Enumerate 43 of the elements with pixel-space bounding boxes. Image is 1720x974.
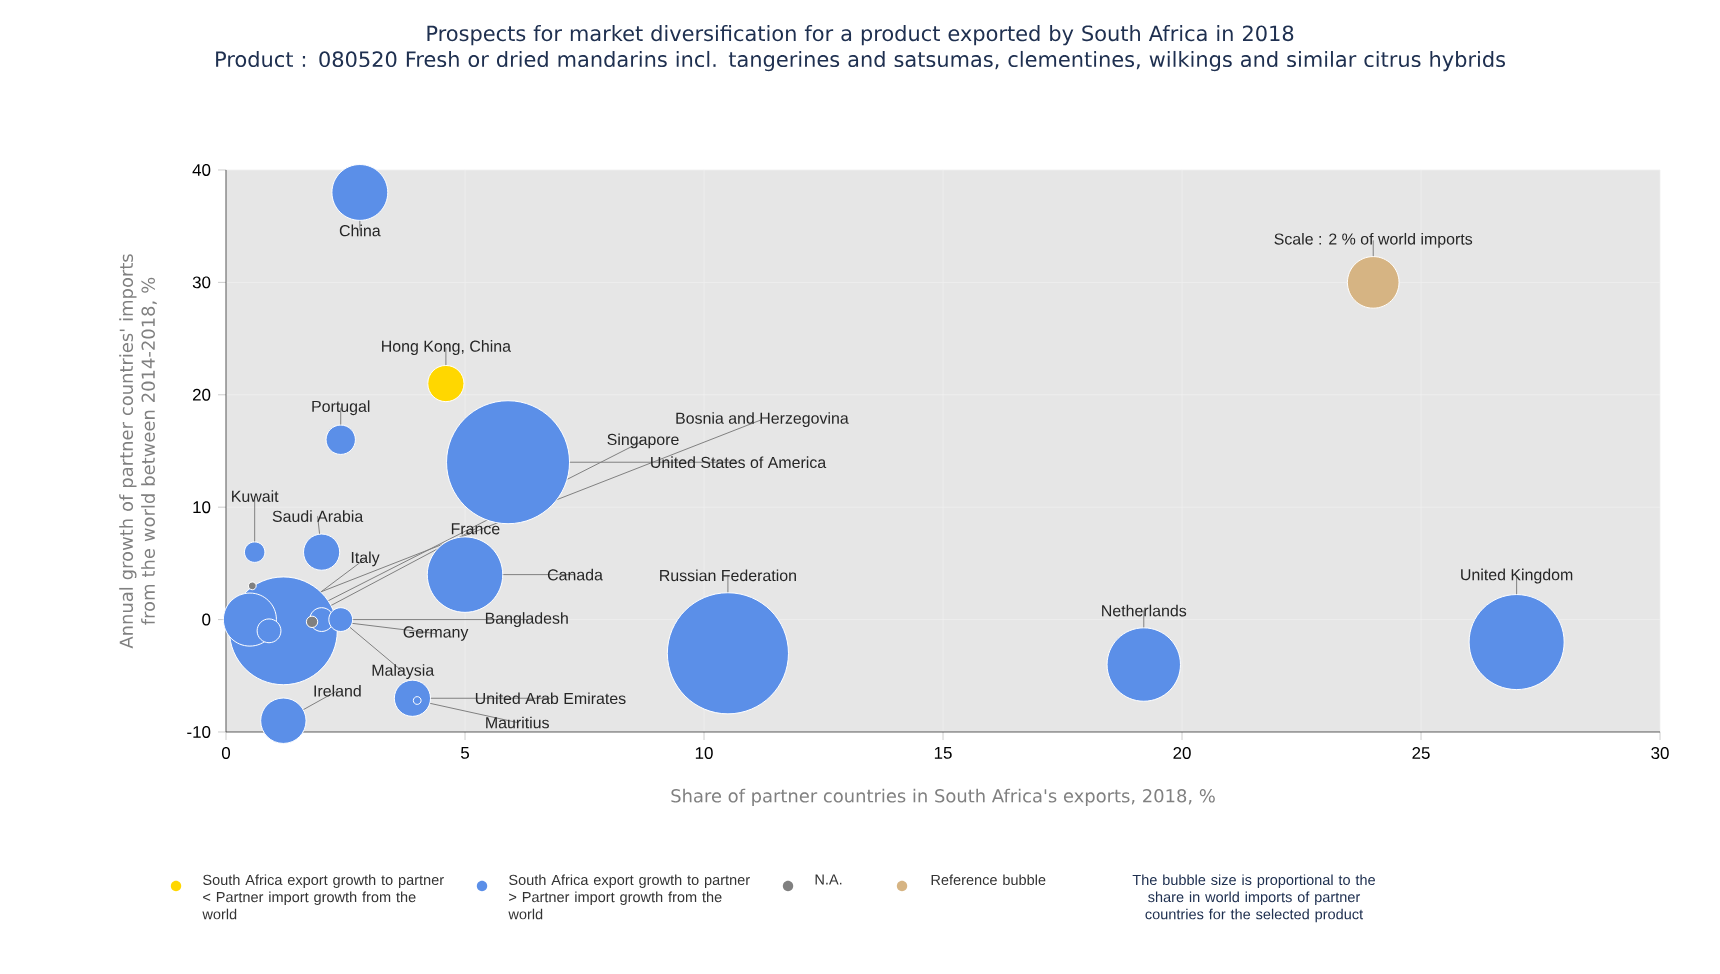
- annotation: Saudi Arabia: [272, 510, 364, 522]
- legend-label: N.A.: [815, 874, 842, 885]
- x-axis-title: Share of partner countries in South Africa's exports, 2018, %: [671, 788, 1215, 807]
- annotation: Italy: [351, 551, 380, 567]
- x-tick-label: 0: [221, 747, 231, 760]
- annotation: Canada: [547, 568, 603, 581]
- y-axis-title: Annual growth of partner countries' imports from the world between 2014-2018, %: [119, 254, 157, 649]
- annotation: Malaysia: [372, 664, 435, 680]
- annotation: Bosnia and Herzegovina: [676, 412, 849, 428]
- annotation: Russian Federation: [660, 569, 796, 582]
- x-tick-label: 25: [1412, 747, 1430, 760]
- legend-label: Reference bubble: [931, 874, 1046, 886]
- annotation: Ireland: [314, 684, 361, 697]
- annotation: Netherlands: [1102, 604, 1187, 617]
- annotation: France: [451, 523, 500, 535]
- annotation: Singapore: [607, 433, 679, 449]
- x-tick-label: 20: [1173, 747, 1191, 760]
- annotation: Portugal: [312, 400, 370, 416]
- annotation: Kuwait: [232, 490, 279, 502]
- y-tick-label: 20: [192, 388, 211, 401]
- annotation: China: [339, 224, 381, 237]
- text: The bubble size is proportional to the share in world imports of partner countries for the selected product: [1132, 874, 1375, 923]
- x-tick-label: 5: [460, 747, 470, 759]
- annotation: United Kingdom: [1461, 568, 1573, 584]
- annotation: Scale : 2 % of world imports: [1274, 232, 1473, 248]
- y-tick-label: 10: [193, 501, 211, 514]
- annotation: Germany: [403, 626, 469, 641]
- x-tick-label: 30: [1651, 747, 1669, 760]
- annotation: Bangladesh: [485, 612, 568, 628]
- annotation: Hong Kong, China: [382, 340, 511, 355]
- annotation: Mauritius: [486, 716, 549, 729]
- legend-label: South Africa export growth to partner > Partner import growth from the world: [508, 874, 750, 920]
- y-tick-label: -10: [187, 726, 211, 738]
- y-tick-label: 30: [192, 276, 211, 289]
- annotation: United Arab Emirates: [475, 692, 626, 705]
- x-tick-label: 10: [695, 747, 713, 760]
- chart-title: Prospects for market diversification for a product exported by South Africa in 2018: [427, 25, 1294, 46]
- annotation: United States of America: [651, 456, 827, 469]
- y-tick-label: 40: [192, 164, 211, 176]
- y-tick-label: 0: [202, 613, 211, 626]
- legend-label: South Africa export growth to partner < Partner import growth from the world: [202, 874, 444, 920]
- chart-subtitle: Product : 080520 Fresh or dried mandarins incl. tangerines and satsumas, clementines, wilkings and similar citrus hybrids: [216, 50, 1506, 72]
- x-tick-label: 15: [934, 747, 952, 759]
